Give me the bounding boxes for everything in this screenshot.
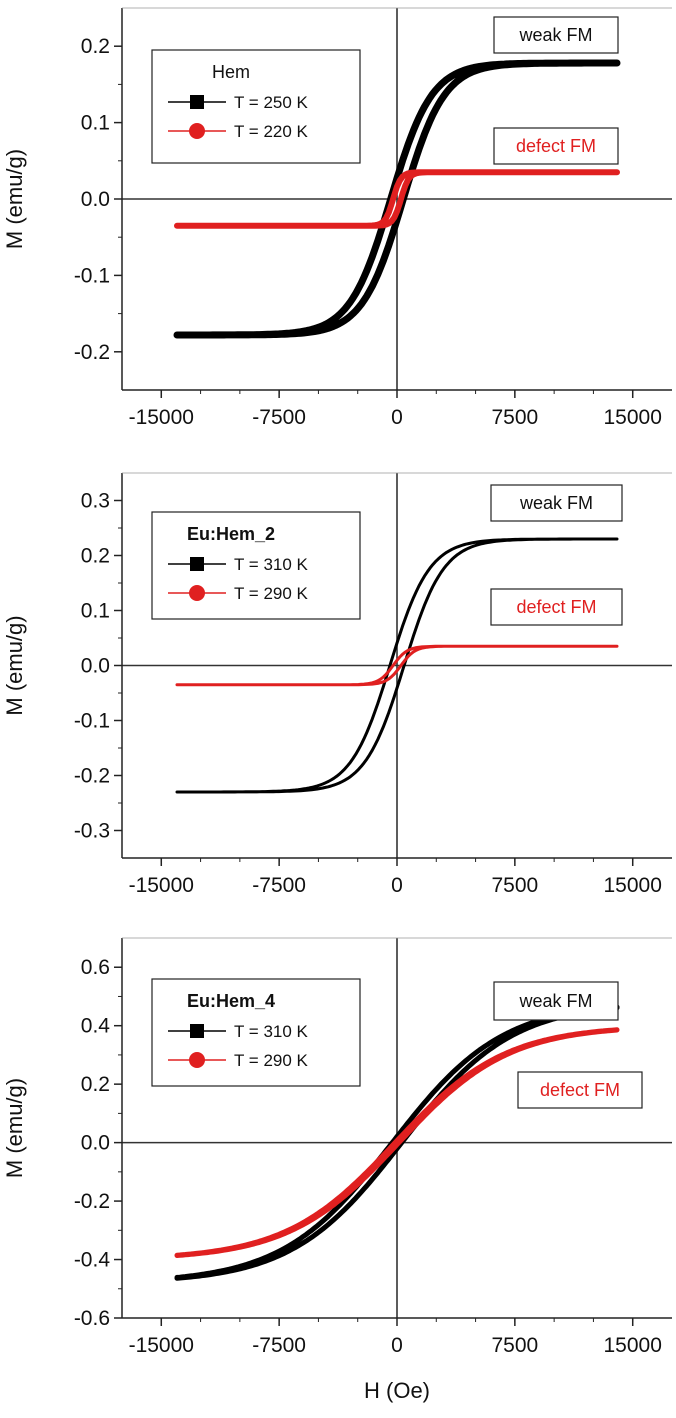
- legend-box: [151, 511, 361, 620]
- y-tick-label: -0.4: [74, 1249, 111, 1272]
- y-axis-label: M (emu/g): [2, 615, 27, 715]
- legend-title: Eu:Hem_4: [187, 991, 275, 1011]
- y-axis-label: M (emu/g): [2, 149, 27, 249]
- y-tick-label: -0.3: [74, 820, 110, 843]
- x-tick-label: -15000: [129, 1334, 194, 1357]
- legend-marker-square: [190, 1024, 204, 1038]
- y-tick-label: 0.2: [81, 545, 110, 568]
- x-tick-label: 0: [391, 874, 403, 897]
- y-tick-label: 0.0: [81, 1132, 110, 1155]
- y-tick-label: -0.6: [74, 1307, 110, 1330]
- y-tick-label: 0.6: [81, 956, 110, 979]
- legend-label: T = 220 K: [234, 122, 309, 141]
- series-line-red: [174, 169, 620, 229]
- x-tick-label: 0: [391, 406, 403, 429]
- annotation-label: defect FM: [516, 597, 596, 617]
- series-line-black: [173, 59, 621, 339]
- legend-marker-circle: [189, 1052, 205, 1068]
- x-tick-label: -7500: [252, 874, 306, 897]
- y-tick-label: -0.2: [74, 341, 110, 364]
- y-tick-label: -0.2: [74, 765, 110, 788]
- annotation-label: defect FM: [516, 136, 596, 156]
- y-tick-label: 0.0: [81, 655, 110, 678]
- x-tick-label: -7500: [252, 1334, 306, 1357]
- legend-label: T = 250 K: [234, 93, 309, 112]
- x-axis-label: H (Oe): [364, 1378, 430, 1403]
- x-tick-label: 7500: [491, 1334, 538, 1357]
- y-axis-label: M (emu/g): [2, 1078, 27, 1178]
- x-tick-label: -15000: [129, 406, 194, 429]
- annotation-label: weak FM: [518, 25, 592, 45]
- legend-marker-square: [190, 557, 204, 571]
- legend-marker-square: [190, 95, 204, 109]
- annotation-label: weak FM: [518, 991, 592, 1011]
- y-tick-label: 0.1: [81, 112, 110, 135]
- legend-marker-circle: [189, 585, 205, 601]
- series-line-black: [175, 537, 619, 794]
- legend-box: [151, 978, 361, 1087]
- y-tick-label: 0.2: [81, 1073, 110, 1096]
- y-tick-label: 0.2: [81, 35, 110, 58]
- annotation-box: [490, 484, 623, 522]
- annotation-box: [493, 981, 619, 1021]
- x-tick-label: 15000: [604, 1334, 662, 1357]
- x-tick-label: 7500: [491, 874, 538, 897]
- x-tick-label: 0: [391, 1334, 403, 1357]
- legend-title: Hem: [212, 62, 250, 82]
- legend-label: T = 290 K: [234, 1051, 309, 1070]
- legend-box: [151, 49, 361, 164]
- x-tick-label: 15000: [604, 874, 662, 897]
- y-tick-label: -0.2: [74, 1190, 110, 1213]
- y-tick-label: -0.1: [74, 710, 110, 733]
- y-tick-label: 0.0: [81, 188, 110, 211]
- series-line-red: [174, 1027, 620, 1258]
- chart-panel-bottom: -15000 -7500 0 7500 15000 -0.6 -0.4 -0.2 0.0 0.2 0…: [2, 937, 672, 1357]
- legend-marker-circle: [189, 123, 205, 139]
- x-tick-label: -7500: [252, 406, 306, 429]
- annotation-label: defect FM: [540, 1080, 620, 1100]
- legend-label: T = 310 K: [234, 555, 309, 574]
- y-tick-label: 0.4: [81, 1015, 111, 1038]
- x-tick-label: 15000: [604, 406, 662, 429]
- annotation-box: [493, 127, 619, 165]
- y-tick-label: 0.3: [81, 490, 110, 513]
- annotation-box: [493, 16, 619, 54]
- legend-label: T = 290 K: [234, 584, 309, 603]
- y-tick-label: 0.1: [81, 600, 110, 623]
- annotation-label: weak FM: [519, 493, 593, 513]
- y-tick-label: -0.1: [74, 264, 110, 287]
- annotation-box: [517, 1071, 643, 1109]
- x-tick-label: 7500: [491, 406, 538, 429]
- chart-panel-middle: -15000 -7500 0 7500 15000 -0.3 -0.2 -0.1 0.0 0.1 0…: [2, 472, 672, 897]
- legend-title: Eu:Hem_2: [187, 524, 275, 544]
- chart-panel-top: -15000 -7500 0 7500 15000 -0.2 -0.1 0.0 0.1 0.2 M …: [2, 7, 672, 429]
- legend-label: T = 310 K: [234, 1022, 309, 1041]
- annotation-box: [490, 588, 623, 626]
- series-line-red: [175, 644, 619, 687]
- x-tick-label: -15000: [129, 874, 194, 897]
